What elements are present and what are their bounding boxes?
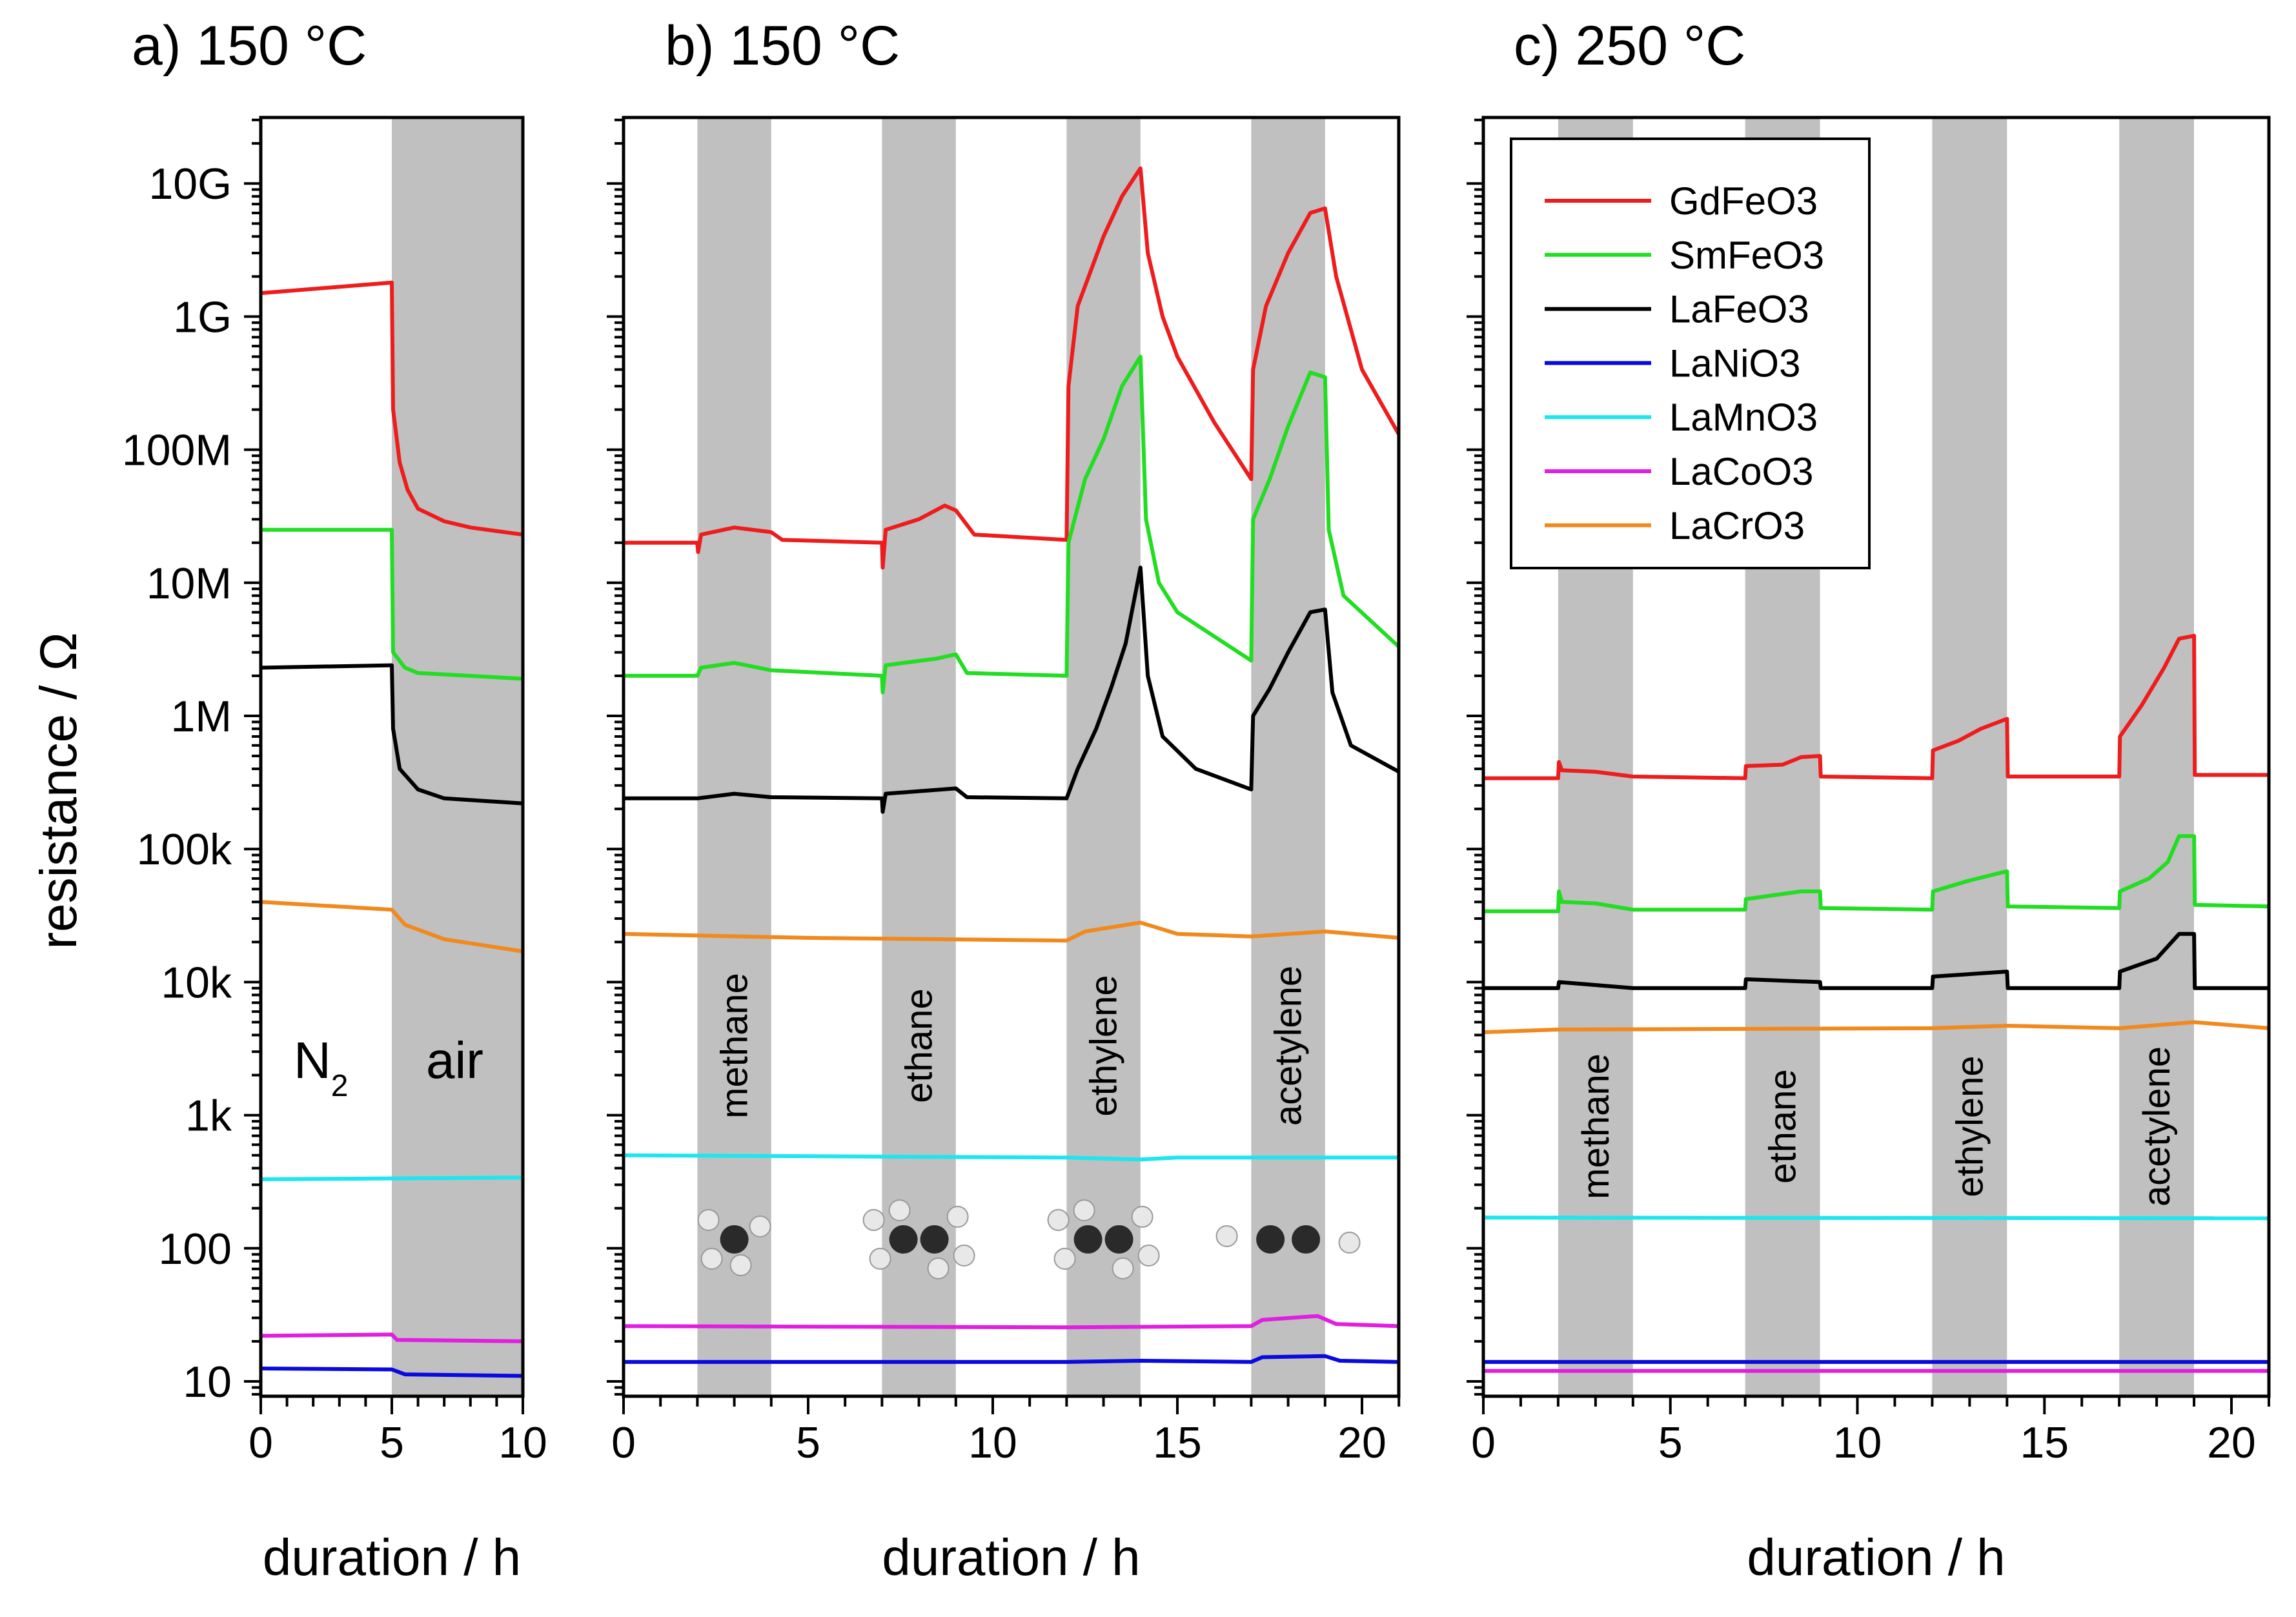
- gas-label: ethylene: [1949, 1055, 1991, 1197]
- x-tick-label: 10: [1833, 1418, 1882, 1467]
- series-GdFeO3: [624, 166, 1401, 570]
- x-tick-label: 5: [1658, 1418, 1683, 1467]
- panel-title: a) 150 °C: [132, 15, 367, 77]
- molecule-acetylene-icon: [1215, 1225, 1361, 1254]
- x-axis-label: duration / h: [263, 1529, 521, 1586]
- gas-label: ethane: [1762, 1069, 1804, 1183]
- series-SmFeO3: [261, 527, 523, 681]
- legend: GdFeO3 SmFeO3 LaFeO3 LaNiO3 LaMnO3 LaCoO3 LaCr…: [1510, 137, 1871, 569]
- series-LaMnO3: [1483, 1215, 2269, 1221]
- gas-label: methane: [1575, 1053, 1617, 1199]
- panel-title: b) 150 °C: [665, 15, 900, 77]
- gas-exposure-band: [2119, 117, 2195, 1396]
- gas-label: ethylene: [1083, 975, 1125, 1116]
- series-SmFeO3: [1483, 834, 2269, 913]
- gas-exposure-band: [1066, 117, 1141, 1396]
- y-tick-label: 100k: [137, 825, 232, 874]
- gas-exposure-band: [697, 117, 771, 1396]
- x-tick-label: 10: [498, 1418, 547, 1467]
- atmosphere-label-air: air: [426, 1032, 483, 1089]
- molecule-ethylene-icon: [1047, 1199, 1160, 1279]
- gas-label: acetylene: [2136, 1046, 2178, 1206]
- x-tick-label: 15: [2020, 1418, 2069, 1467]
- series-LaCrO3: [1483, 1020, 2270, 1035]
- x-axis-label: duration / h: [882, 1529, 1140, 1586]
- series-LaFeO3: [260, 663, 523, 806]
- y-tick-label: 1G: [173, 292, 232, 341]
- y-tick-label: 1k: [185, 1092, 232, 1141]
- legend-label: SmFeO3: [1669, 234, 1824, 277]
- x-tick-label: 0: [1471, 1418, 1496, 1467]
- y-tick-label: 1M: [171, 692, 232, 741]
- legend-label: GdFeO3: [1669, 179, 1818, 223]
- series-LaFeO3: [1483, 931, 2269, 990]
- x-axis-label: duration / h: [1747, 1529, 2005, 1586]
- gas-exposure-band: [882, 117, 956, 1396]
- gas-label: methane: [714, 973, 756, 1119]
- series-LaFeO3: [624, 565, 1400, 814]
- gas-exposure-band: [1932, 117, 2007, 1396]
- x-tick-label: 0: [249, 1418, 273, 1467]
- y-tick-label: 10: [183, 1358, 232, 1407]
- y-tick-label: 100M: [122, 426, 232, 475]
- x-tick-label: 20: [1337, 1418, 1387, 1467]
- x-tick-label: 10: [968, 1418, 1017, 1467]
- y-axis-label: resistance / Ω: [30, 632, 87, 949]
- x-tick-label: 0: [611, 1418, 636, 1467]
- molecule-methane-icon: [697, 1209, 771, 1276]
- y-tick-label: 100: [159, 1225, 232, 1274]
- series-GdFeO3: [260, 280, 523, 537]
- panel-title: c) 250 °C: [1514, 15, 1745, 77]
- series-LaCrO3: [623, 920, 1399, 943]
- gas-label: ethane: [899, 988, 940, 1103]
- atmosphere-label-n2: N2: [294, 1032, 348, 1103]
- gas-exposure-band: [392, 117, 523, 1396]
- y-tick-label: 10k: [161, 958, 232, 1007]
- legend-label: LaNiO3: [1669, 341, 1800, 385]
- series-LaMnO3: [623, 1153, 1399, 1162]
- x-tick-label: 5: [796, 1418, 820, 1467]
- gas-label: acetylene: [1268, 966, 1310, 1126]
- legend-label: LaMnO3: [1669, 396, 1818, 439]
- series-LaNiO3: [624, 1354, 1399, 1364]
- series-LaCrO3: [260, 900, 523, 953]
- y-tick-label: 10M: [147, 559, 232, 608]
- panel-a: 0 5 10 10 100 1k 10k 100k 1M 10M 100M 1G 10G a) 150 °…: [122, 15, 547, 1586]
- legend-label: LaCrO3: [1669, 504, 1805, 547]
- x-tick-label: 15: [1153, 1418, 1202, 1467]
- molecule-ethane-icon: [862, 1199, 975, 1279]
- series-LaNiO3: [260, 1367, 523, 1378]
- legend-label: LaFeO3: [1669, 288, 1809, 331]
- x-tick-label: 5: [380, 1418, 404, 1467]
- legend-box: [1510, 137, 1871, 569]
- y-tick-label: 10G: [148, 159, 232, 208]
- legend-label: LaCoO3: [1669, 450, 1813, 493]
- series-LaCoO3: [623, 1314, 1399, 1330]
- series-GdFeO3: [1483, 633, 2269, 780]
- series-LaMnO3: [260, 1175, 523, 1181]
- series-SmFeO3: [624, 354, 1401, 695]
- series-LaCoO3: [260, 1332, 523, 1343]
- x-tick-label: 20: [2207, 1418, 2256, 1467]
- gas-exposure-band: [1251, 117, 1325, 1396]
- panel-b: methane ethane ethylene acetylene 0 5 10 15 20 b)…: [607, 15, 1401, 1586]
